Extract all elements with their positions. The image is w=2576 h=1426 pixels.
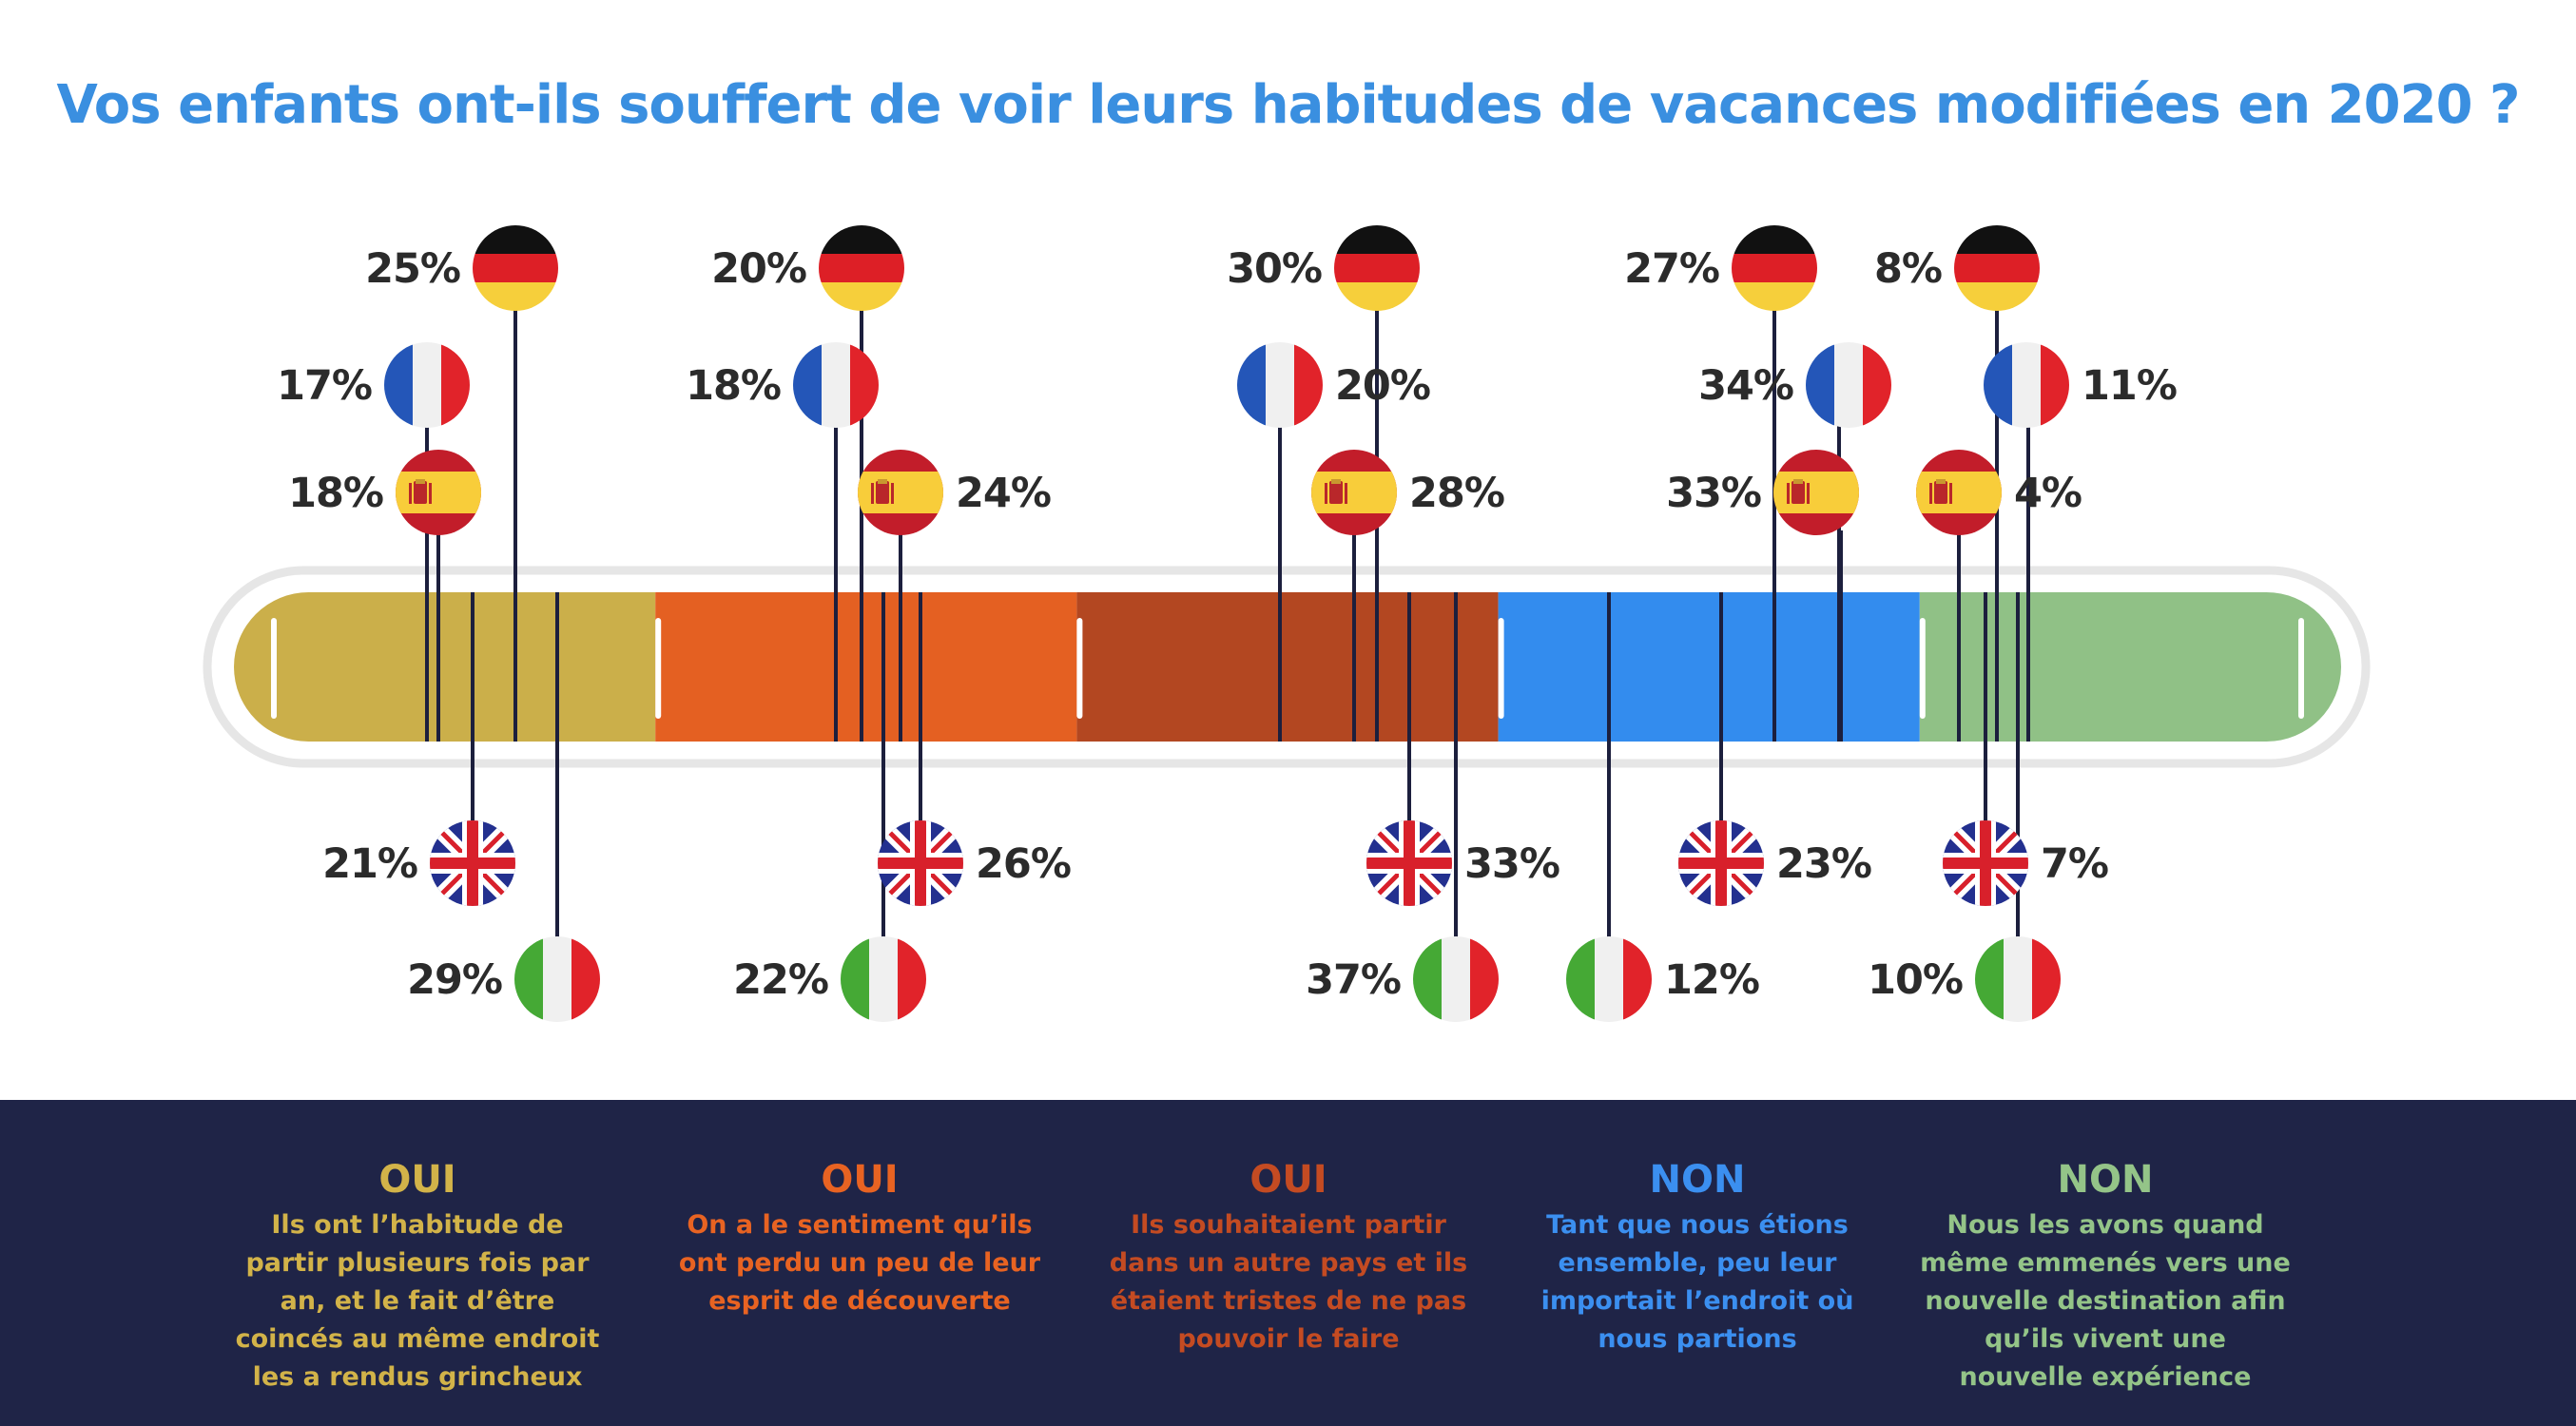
legend-answer: NON	[2057, 1158, 2154, 1202]
segment-divider	[1498, 618, 1504, 719]
segment-divider	[655, 618, 662, 719]
france-flag-icon	[793, 342, 879, 428]
germany-flag-icon	[1334, 225, 1420, 311]
chart: 25% 20% 30% 27% 8% 17% 18% 20% 34% 11% 18% 24% 28% 33…	[203, 225, 2371, 1022]
value-label: 18%	[686, 362, 781, 410]
value-label: 17%	[277, 362, 372, 410]
value-label: 12%	[1664, 956, 1759, 1004]
bar-segment	[655, 592, 1077, 742]
legend-item: OUI Ils souhaitaient partir dans un autr…	[1103, 1157, 1474, 1359]
legend-item: NON Tant que nous étions ensemble, peu l…	[1512, 1157, 1883, 1359]
legend-item: NON Nous les avons quand même emmenés ve…	[1920, 1157, 2291, 1397]
value-label: 33%	[1464, 840, 1559, 888]
spain-flag-icon	[858, 450, 943, 535]
united-kingdom-flag-icon	[1678, 820, 1764, 906]
bar-segment	[234, 592, 656, 742]
value-label: 11%	[2082, 362, 2177, 410]
united-kingdom-flag-icon	[430, 820, 515, 906]
value-label: 23%	[1776, 840, 1871, 888]
legend-answer: OUI	[378, 1158, 456, 1202]
value-label: 25%	[365, 245, 460, 293]
germany-flag-icon	[1732, 225, 1817, 311]
spain-flag-icon	[1773, 450, 1859, 535]
france-flag-icon	[384, 342, 470, 428]
value-label: 29%	[407, 956, 502, 1004]
value-label: 18%	[288, 470, 383, 517]
italy-flag-icon	[1566, 936, 1652, 1022]
france-flag-icon	[1237, 342, 1323, 428]
chart-title: Vos enfants ont-ils souffert de voir leu…	[56, 74, 2520, 136]
value-label: 7%	[2041, 840, 2108, 888]
italy-flag-icon	[1975, 936, 2061, 1022]
italy-flag-icon	[1413, 936, 1499, 1022]
value-label: 4%	[2014, 470, 2082, 517]
value-label: 37%	[1306, 956, 1401, 1004]
value-label: 24%	[956, 470, 1051, 517]
value-label: 20%	[711, 245, 806, 293]
value-label: 21%	[322, 840, 417, 888]
bar-segment	[1076, 592, 1499, 742]
italy-flag-icon	[514, 936, 600, 1022]
legend-description: Ils souhaitaient partir dans un autre pa…	[1109, 1210, 1468, 1354]
france-flag-icon	[1984, 342, 2069, 428]
value-label: 27%	[1624, 245, 1719, 293]
germany-flag-icon	[1954, 225, 2040, 311]
legend-answer: OUI	[1249, 1158, 1327, 1202]
spain-flag-icon	[1916, 450, 2002, 535]
segment-divider	[1076, 618, 1083, 719]
value-label: 28%	[1409, 470, 1504, 517]
italy-flag-icon	[841, 936, 926, 1022]
value-label: 10%	[1868, 956, 1963, 1004]
value-label: 33%	[1666, 470, 1761, 517]
legend-description: On a le sentiment qu’ils ont perdu un pe…	[678, 1210, 1041, 1316]
value-label: 22%	[733, 956, 828, 1004]
germany-flag-icon	[819, 225, 904, 311]
value-label: 34%	[1698, 362, 1793, 410]
legend-item: OUI On a le sentiment qu’ils ont perdu u…	[674, 1157, 1045, 1320]
value-label: 20%	[1335, 362, 1430, 410]
united-kingdom-flag-icon	[1943, 820, 2028, 906]
legend-description: Nous les avons quand même emmenés vers u…	[1920, 1210, 2291, 1392]
france-flag-icon	[1806, 342, 1891, 428]
legend-description: Tant que nous étions ensemble, peu leur …	[1540, 1210, 1854, 1354]
germany-flag-icon	[473, 225, 558, 311]
value-label: 8%	[1874, 245, 1942, 293]
united-kingdom-flag-icon	[878, 820, 963, 906]
segment-divider	[1919, 618, 1926, 719]
spain-flag-icon	[1311, 450, 1397, 535]
spain-flag-icon	[396, 450, 481, 535]
legend-description: Ils ont l’habitude de partir plusieurs f…	[235, 1210, 600, 1392]
bar-segment	[1919, 592, 2341, 742]
legend-item: OUI Ils ont l’habitude de partir plusieu…	[232, 1157, 603, 1397]
value-label: 26%	[976, 840, 1071, 888]
united-kingdom-flag-icon	[1366, 820, 1452, 906]
legend-answer: NON	[1649, 1158, 1746, 1202]
legend-answer: OUI	[821, 1158, 899, 1202]
segment-divider	[271, 618, 277, 719]
legend-panel: OUI Ils ont l’habitude de partir plusieu…	[0, 1100, 2576, 1426]
segment-divider	[2298, 618, 2304, 719]
bar-segment	[1498, 592, 1920, 742]
value-label: 30%	[1227, 245, 1322, 293]
